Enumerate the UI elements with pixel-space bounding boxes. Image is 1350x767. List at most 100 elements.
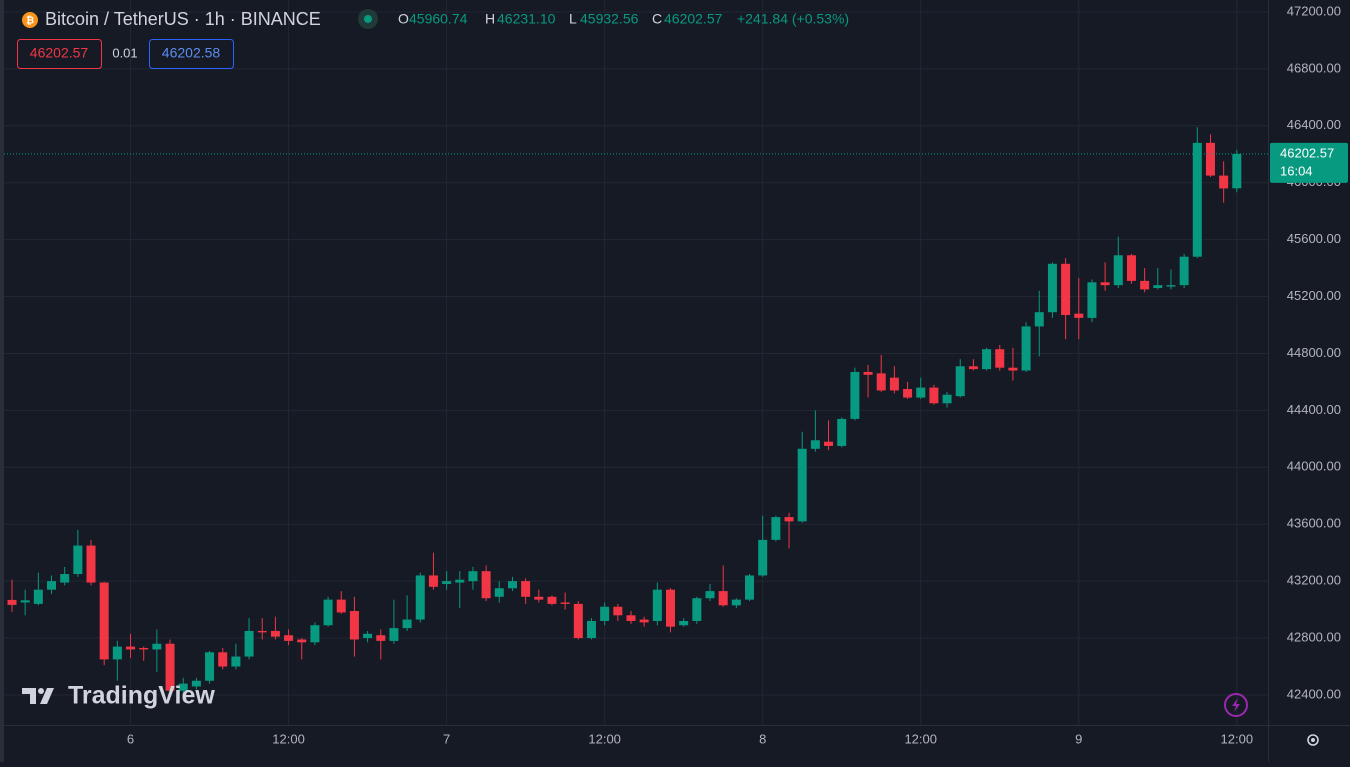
candle-body xyxy=(889,377,899,391)
candle-body xyxy=(284,635,294,641)
candle-body xyxy=(310,625,320,643)
x-tick-label: 8 xyxy=(759,731,766,746)
candle-body xyxy=(363,633,373,639)
candle-body xyxy=(191,680,201,687)
candle-body xyxy=(982,349,992,370)
x-tick-label: 12:00 xyxy=(1221,731,1254,746)
price-tag xyxy=(1270,142,1348,183)
candle-body xyxy=(639,619,649,623)
y-tick-label: 42800.00 xyxy=(1287,629,1341,644)
candle-body xyxy=(534,596,544,600)
ohlc-legend: O 45960.74 H 46231.10 L 45932.56 C 46202.57 xyxy=(398,11,723,27)
candle-body xyxy=(810,440,820,449)
y-tick-label: 45200.00 xyxy=(1287,288,1341,303)
candle-body xyxy=(218,652,228,667)
candle-body xyxy=(205,652,215,681)
candle-body xyxy=(586,620,596,639)
candle-body xyxy=(1087,282,1097,318)
candle-body xyxy=(863,371,873,375)
candle-body xyxy=(468,571,478,582)
candle-body xyxy=(995,349,1005,368)
candle-body xyxy=(112,646,122,660)
x-tick-label: 7 xyxy=(443,731,450,746)
buy-button[interactable] xyxy=(149,39,234,69)
candle-body xyxy=(705,591,715,599)
x-tick-label: 12:00 xyxy=(904,731,937,746)
candle-body xyxy=(771,517,781,540)
watermark: TradingView xyxy=(22,682,215,710)
candle-body xyxy=(1100,282,1110,286)
y-tick-label: 44000.00 xyxy=(1287,459,1341,474)
settings-button[interactable] xyxy=(1307,734,1319,746)
candle-body xyxy=(968,366,978,370)
legend-key: H xyxy=(485,11,495,27)
candle-body xyxy=(1179,256,1189,286)
candle-body xyxy=(178,683,188,691)
candle-body xyxy=(33,589,43,604)
candle-body xyxy=(1140,280,1150,290)
candle-body xyxy=(428,575,438,587)
candle-body xyxy=(824,441,834,446)
candle-body xyxy=(745,575,755,600)
candle-body xyxy=(547,596,557,604)
candle-body xyxy=(1126,255,1136,281)
candle-body xyxy=(257,630,267,633)
y-tick-label: 47200.00 xyxy=(1287,3,1341,18)
candle-body xyxy=(1034,312,1044,327)
symbol-title: Bitcoin / TetherUS · 1h · BINANCE xyxy=(45,9,321,29)
spread: 0.01 xyxy=(112,45,137,60)
y-tick-label: 46800.00 xyxy=(1287,60,1341,75)
lightning-button[interactable] xyxy=(1224,693,1248,717)
candle-body xyxy=(600,606,610,621)
x-tick-label: 9 xyxy=(1075,731,1082,746)
candle-body xyxy=(99,582,109,660)
candle-body xyxy=(626,615,636,621)
candle-body xyxy=(165,643,175,691)
candle-body xyxy=(297,639,307,643)
candle-body xyxy=(679,620,689,626)
candle-body xyxy=(494,588,504,597)
candle-body xyxy=(323,599,333,626)
candle-body xyxy=(1008,367,1018,371)
candle-body xyxy=(560,602,570,604)
candle-body xyxy=(402,619,412,629)
candle-body xyxy=(481,571,491,599)
watermark-logo xyxy=(22,688,54,704)
candle-body xyxy=(876,373,886,391)
legend-key: C xyxy=(652,11,662,27)
legend-value: 46231.10 xyxy=(497,11,556,27)
sell-button[interactable] xyxy=(17,39,102,69)
candle-body xyxy=(758,539,768,576)
candles xyxy=(7,127,1242,695)
candle-body xyxy=(784,517,794,522)
candle-body xyxy=(442,581,452,584)
candle-body xyxy=(797,448,807,522)
candle-body xyxy=(613,606,623,616)
settings-icon xyxy=(1311,738,1315,742)
legend-value: 45932.56 xyxy=(580,11,639,27)
ask-price[interactable]: 46202.58 xyxy=(162,45,221,61)
candle-body xyxy=(231,656,241,667)
candle-body xyxy=(1047,263,1057,313)
candle-body xyxy=(955,366,965,397)
candle-body xyxy=(1192,142,1202,257)
change: +241.84 (+0.53%) xyxy=(737,11,849,27)
x-tick-label: 12:00 xyxy=(588,731,621,746)
candle-body xyxy=(270,630,280,637)
legend-value: 46202.57 xyxy=(664,11,723,27)
candle-body xyxy=(152,643,162,650)
candle-body xyxy=(415,575,425,620)
candle-body xyxy=(7,599,17,605)
bid-price[interactable]: 46202.57 xyxy=(30,45,89,61)
candle-body xyxy=(850,371,860,419)
candle-body xyxy=(903,389,913,398)
candle-body xyxy=(718,591,728,606)
y-tick-label: 42400.00 xyxy=(1287,686,1341,701)
y-tick-label: 46400.00 xyxy=(1287,117,1341,132)
candle-body xyxy=(139,648,149,650)
candle-body xyxy=(1232,153,1242,189)
legend-value: 45960.74 xyxy=(409,11,468,27)
